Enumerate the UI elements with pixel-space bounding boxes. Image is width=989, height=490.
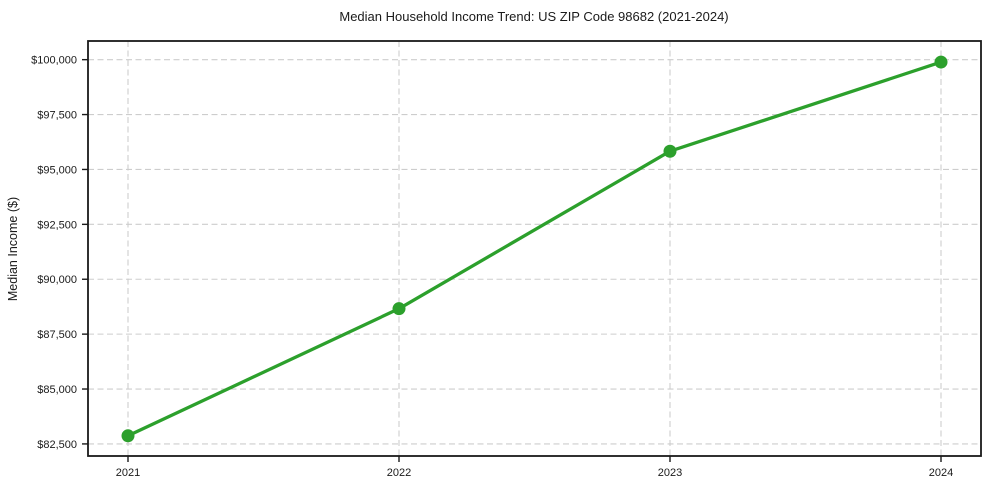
x-tick-label: 2023 [658,467,682,479]
y-tick-label: $92,500 [37,219,77,231]
income-trend-line [126,60,943,438]
x-tick-label: 2024 [929,467,953,479]
y-tick-label: $87,500 [37,329,77,341]
y-tick-label: $97,500 [37,110,77,122]
plot-border [87,40,982,457]
y-tick-label: $95,000 [37,164,77,176]
x-tick-label: 2022 [387,467,411,479]
data-point-2021 [121,429,135,443]
y-tick-label: $85,000 [37,384,77,396]
axis-tick-layer: $82,500 $85,000 $87,500 $90,000 $92,500 $95,0… [31,55,953,479]
chart-title: Median Household Income Trend: US ZIP Co… [339,9,728,24]
data-point-2022 [392,302,406,316]
series-layer [121,55,948,443]
data-point-2024 [934,55,948,69]
y-tick-label: $82,500 [37,439,77,451]
grid-layer [88,41,981,456]
y-axis-label: Median Income ($) [6,197,20,301]
x-tick-label: 2021 [116,467,140,479]
data-point-2023 [663,144,677,158]
y-tick-label: $90,000 [37,274,77,286]
y-tick-label: $100,000 [31,55,77,67]
